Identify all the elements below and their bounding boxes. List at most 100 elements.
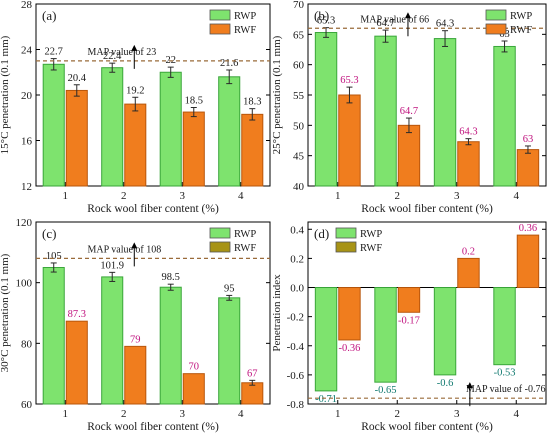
- map-arrow-head: [404, 12, 411, 19]
- x-tick-label: 4: [514, 408, 520, 420]
- bar-rwp: [433, 287, 457, 376]
- legend-label-rwf: RWF: [234, 25, 256, 36]
- bar-rwf: [338, 287, 361, 341]
- bar-rwp: [374, 287, 397, 383]
- value-label-rwp: 95: [224, 283, 235, 294]
- bar-rwp: [493, 287, 516, 366]
- legend-swatch-rwp: [485, 9, 507, 21]
- x-tick-label: 3: [180, 190, 186, 202]
- y-tick-label: 120: [16, 217, 33, 229]
- map-label: MAP value of 23: [87, 47, 156, 58]
- value-label-rwp: 63: [499, 29, 510, 40]
- x-tick-label: 4: [514, 190, 520, 202]
- x-axis-label: Rock wool fiber content (%): [87, 203, 219, 215]
- x-tick-label: 3: [454, 408, 460, 420]
- panel-label: (a): [42, 8, 56, 23]
- plot-frame: [35, 221, 271, 405]
- y-tick-label: 65: [293, 29, 305, 41]
- panel-2: 40 45 50 55 60 65 70 1 65.3 65.3 2 64.7 64.7 3 64.3 64.…: [271, 0, 547, 215]
- plot-frame: [307, 221, 547, 405]
- legend-label-rwf: RWF: [234, 243, 256, 254]
- bar-rwp: [42, 267, 65, 405]
- y-tick-label: 12: [21, 181, 32, 193]
- map-arrow-head: [131, 44, 138, 51]
- value-label-rwf: 63: [523, 134, 534, 145]
- x-tick-label: 2: [121, 190, 127, 202]
- y-tick-label: -0.2: [287, 312, 304, 324]
- y-tick-label: 40: [293, 181, 305, 193]
- legend-label-rwp: RWP: [360, 229, 382, 240]
- y-tick-label: 0.2: [290, 253, 304, 265]
- y-tick-label: 80: [21, 338, 33, 350]
- bar-rwp: [493, 45, 516, 187]
- x-tick-label: 1: [63, 190, 69, 202]
- value-label-rwf: 18.3: [243, 97, 261, 108]
- value-label-rwf: 65.3: [340, 75, 358, 86]
- value-label-rwf: -0.17: [398, 315, 420, 326]
- bar-rwf: [65, 89, 88, 187]
- legend-label-rwp: RWP: [510, 11, 532, 22]
- legend-swatch-rwf: [209, 241, 231, 253]
- bar-rwf: [124, 103, 147, 187]
- x-tick-label: 3: [180, 408, 186, 420]
- x-tick-label: 1: [335, 408, 341, 420]
- bar-rwf: [397, 124, 421, 187]
- y-axis-label: 25°C penetration (0.1 mm): [271, 35, 283, 154]
- x-tick-label: 4: [238, 408, 244, 420]
- legend-swatch-rwf: [209, 23, 231, 35]
- legend-swatch-rwp: [335, 227, 357, 239]
- y-tick-label: -0.8: [287, 399, 305, 411]
- y-tick-label: 70: [293, 0, 305, 11]
- y-tick-label: -0.4: [287, 341, 305, 353]
- value-label-rwp: 64.3: [436, 19, 454, 30]
- bar-rwp: [218, 76, 241, 187]
- bar-rwp: [314, 32, 338, 187]
- y-tick-label: 24: [21, 45, 33, 57]
- bar-rwp: [101, 276, 124, 405]
- bar-rwp: [218, 297, 241, 405]
- panel-label: (d): [314, 226, 329, 241]
- x-tick-label: 1: [63, 408, 69, 420]
- value-label-rwp: -0.53: [494, 368, 516, 379]
- bar-rwf: [182, 111, 205, 187]
- bar-rwf: [338, 94, 361, 187]
- value-label-rwf: 79: [130, 334, 141, 345]
- y-tick-label: 50: [293, 120, 305, 132]
- x-tick-label: 2: [121, 408, 127, 420]
- bar-rwf: [65, 320, 88, 405]
- x-tick-label: 1: [335, 190, 341, 202]
- value-label-rwp: 101.9: [100, 260, 124, 271]
- y-axis-label: 30°C penetration (0.1 mm): [0, 253, 11, 372]
- panel-label: (b): [314, 8, 329, 23]
- value-label-rwp: 105: [46, 251, 62, 262]
- y-tick-label: 60: [293, 60, 305, 72]
- y-axis-label: 15°C penetration (0.1 mm): [0, 35, 11, 154]
- x-tick-label: 3: [454, 190, 460, 202]
- bar-rwf: [516, 234, 540, 289]
- panel-1: 1216202428122.720.4222.419.232218.5421.6…: [0, 0, 271, 215]
- legend-swatch-rwp: [209, 9, 231, 21]
- bar-rwp: [433, 38, 457, 187]
- bar-rwf: [124, 345, 147, 405]
- value-label-rwf: 87.3: [68, 309, 86, 320]
- value-label-rwf: 18.5: [185, 96, 203, 107]
- value-label-rwp: -0.65: [375, 385, 397, 396]
- value-label-rwf: 64.3: [459, 127, 477, 138]
- value-label-rwp: 64.7: [376, 18, 394, 29]
- value-label-rwf: 20.4: [68, 73, 87, 84]
- x-tick-label: 2: [395, 408, 401, 420]
- bar-rwf: [457, 141, 480, 187]
- panel-label: (c): [42, 226, 56, 241]
- panel-4: -0.8 -0.6 -0.4 -0.2 0.0 0.2 0.4 1 -0.71 -0.36 2 -0.…: [271, 221, 547, 433]
- value-label-rwp: 98.5: [162, 272, 180, 283]
- value-label-rwp: -0.6: [437, 378, 454, 389]
- bar-rwf: [457, 257, 480, 289]
- x-axis-label: Rock wool fiber content (%): [361, 203, 493, 215]
- y-tick-label: -0.6: [287, 370, 305, 382]
- legend-label-rwf: RWF: [360, 243, 382, 254]
- bar-rwf: [516, 149, 540, 187]
- map-label: MAP value of 66: [360, 14, 429, 25]
- legend-swatch-rwf: [485, 23, 507, 35]
- y-tick-label: 16: [21, 136, 33, 148]
